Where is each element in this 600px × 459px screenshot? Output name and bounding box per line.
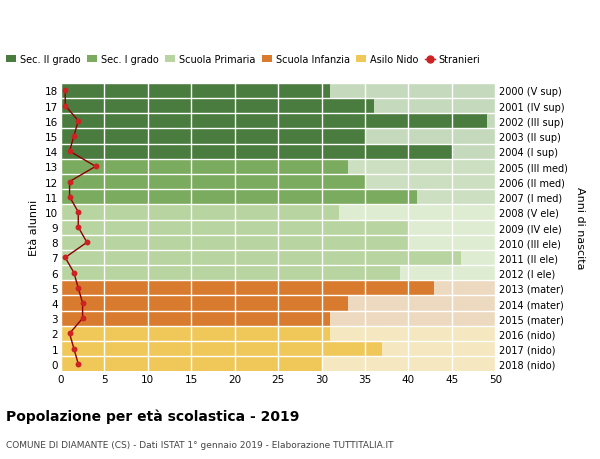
Point: [73, 209, 83, 216]
Bar: [61, 129, 365, 144]
Bar: [61, 280, 434, 296]
Point: [73, 118, 83, 125]
Bar: [61, 280, 495, 296]
Bar: [61, 174, 495, 190]
Bar: [61, 99, 374, 114]
Text: Popolazione per età scolastica - 2019: Popolazione per età scolastica - 2019: [6, 409, 299, 423]
Point: [78, 315, 88, 322]
Bar: [61, 84, 495, 99]
Point: [69, 133, 79, 140]
Bar: [61, 114, 487, 129]
Bar: [61, 235, 409, 250]
Point: [69, 269, 79, 277]
Point: [65, 179, 74, 186]
Bar: [61, 144, 495, 159]
Bar: [61, 159, 495, 174]
Bar: [61, 296, 347, 311]
Bar: [61, 99, 495, 114]
Point: [61, 103, 70, 110]
Bar: [61, 326, 495, 341]
Bar: [61, 84, 330, 99]
Point: [91, 163, 100, 171]
Point: [61, 88, 70, 95]
Bar: [61, 357, 495, 372]
Bar: [61, 220, 495, 235]
Text: COMUNE DI DIAMANTE (CS) - Dati ISTAT 1° gennaio 2019 - Elaborazione TUTTITALIA.I: COMUNE DI DIAMANTE (CS) - Dati ISTAT 1° …: [6, 441, 394, 449]
Point: [82, 239, 92, 246]
Point: [69, 345, 79, 353]
Point: [73, 285, 83, 292]
Bar: [61, 159, 347, 174]
Bar: [61, 357, 322, 372]
Bar: [61, 114, 495, 129]
Bar: [61, 265, 400, 280]
Bar: [61, 220, 409, 235]
Bar: [61, 341, 382, 357]
Legend: Sec. II grado, Sec. I grado, Scuola Primaria, Scuola Infanzia, Asilo Nido, Stran: Sec. II grado, Sec. I grado, Scuola Prim…: [2, 51, 485, 69]
Point: [65, 330, 74, 337]
Bar: [61, 311, 330, 326]
Bar: [61, 265, 495, 280]
Bar: [61, 326, 330, 341]
Point: [78, 300, 88, 307]
Bar: [61, 311, 495, 326]
Bar: [61, 250, 495, 265]
Bar: [61, 174, 365, 190]
Bar: [61, 190, 495, 205]
Point: [73, 224, 83, 231]
Bar: [61, 190, 417, 205]
Y-axis label: Anni di nascita: Anni di nascita: [575, 186, 585, 269]
Y-axis label: Età alunni: Età alunni: [29, 200, 39, 256]
Point: [61, 254, 70, 262]
Bar: [61, 205, 339, 220]
Bar: [61, 205, 495, 220]
Bar: [61, 250, 461, 265]
Bar: [61, 129, 495, 144]
Point: [73, 360, 83, 368]
Point: [65, 194, 74, 201]
Bar: [61, 144, 452, 159]
Bar: [61, 235, 495, 250]
Bar: [61, 341, 495, 357]
Bar: [61, 296, 495, 311]
Point: [65, 148, 74, 156]
